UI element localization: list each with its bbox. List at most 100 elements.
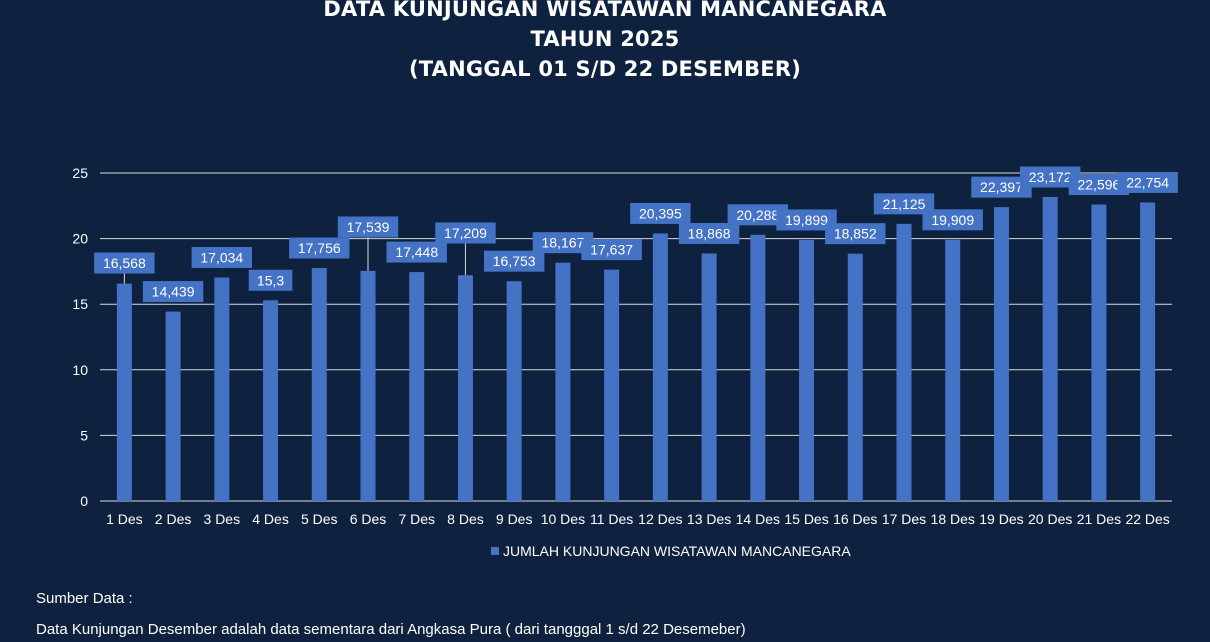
- x-tick-label: 10 Des: [541, 511, 585, 527]
- data-label-box: [1068, 174, 1130, 196]
- data-label-text: 17,209: [444, 225, 487, 241]
- data-label-box: [630, 202, 691, 224]
- data-label: 23,172: [1019, 166, 1081, 188]
- x-tick-label: 8 Des: [447, 511, 484, 527]
- bar-18-des: [945, 239, 961, 501]
- data-label: 17,539: [337, 216, 399, 238]
- data-label-text: 22,397: [980, 179, 1023, 195]
- source-label: Sumber Data :: [36, 590, 133, 607]
- y-tick-label: 20: [72, 231, 88, 247]
- x-tick-label: 4 Des: [252, 511, 289, 527]
- y-tick-label: 10: [72, 362, 88, 378]
- legend-swatch: [491, 547, 499, 555]
- bar-12-des: [652, 233, 668, 501]
- y-tick-label: 15: [72, 296, 88, 312]
- bar-16-des: [847, 253, 863, 501]
- data-label: 16,568: [94, 252, 155, 274]
- data-label: 17,209: [435, 222, 496, 244]
- data-label: 22,397: [971, 176, 1032, 198]
- data-label-box: [337, 216, 399, 238]
- data-label-box: [94, 252, 155, 274]
- data-label: 22,754: [1117, 171, 1178, 193]
- data-label: 16,753: [483, 250, 545, 272]
- data-label-box: [776, 209, 837, 231]
- bar-17-des: [896, 223, 912, 501]
- bar-21-des: [1091, 204, 1107, 502]
- bar-19-des: [993, 207, 1009, 501]
- data-label-box: [922, 209, 983, 231]
- legend-label: JUMLAH KUNJUNGAN WISATAWAN MANCANEGARA: [503, 543, 851, 559]
- data-label-text: 15,3: [257, 272, 284, 288]
- data-label-text: 19,909: [931, 212, 974, 228]
- data-label: 18,852: [825, 223, 886, 245]
- data-label-text: 17,539: [347, 219, 390, 235]
- x-tick-label: 22 Des: [1125, 511, 1169, 527]
- x-tick-label: 6 Des: [350, 511, 387, 527]
- bar-6-des: [360, 270, 376, 501]
- data-label-text: 18,167: [541, 235, 584, 251]
- data-label: 17,034: [191, 247, 253, 269]
- bar-20-des: [1042, 196, 1058, 502]
- data-label: 17,756: [289, 237, 350, 259]
- y-tick-label: 5: [80, 427, 88, 443]
- data-label-box: [532, 232, 594, 254]
- x-tick-label: 18 Des: [931, 511, 975, 527]
- data-label-text: 21,125: [883, 196, 926, 212]
- x-tick-label: 2 Des: [155, 511, 192, 527]
- data-label-box: [1117, 171, 1178, 193]
- data-label-text: 23,172: [1029, 169, 1072, 185]
- data-label: 20,395: [630, 202, 691, 224]
- data-label-box: [142, 281, 204, 303]
- legend: JUMLAH KUNJUNGAN WISATAWAN MANCANEGARA: [491, 543, 851, 559]
- x-tick-label: 1 Des: [106, 511, 143, 527]
- data-label-text: 16,568: [103, 255, 146, 271]
- title-line-2: TAHUN 2025: [530, 27, 680, 51]
- data-label-text: 16,753: [493, 253, 536, 269]
- data-label-box: [386, 241, 447, 263]
- data-label-text: 20,288: [736, 207, 779, 223]
- data-label-box: [727, 204, 789, 226]
- title-line-1: DATA KUNJUNGAN WISATAWAN MANCANEGARA: [323, 0, 887, 21]
- bar-2-des: [165, 311, 181, 501]
- data-label-box: [289, 237, 350, 259]
- source-note: Data Kunjungan Desember adalah data seme…: [36, 621, 746, 638]
- data-label-box: [435, 222, 496, 244]
- x-tick-label: 21 Des: [1077, 511, 1121, 527]
- y-tick-label: 0: [80, 493, 88, 509]
- x-tick-label: 16 Des: [833, 511, 877, 527]
- data-label: 18,868: [678, 222, 740, 244]
- data-label: 21,125: [873, 193, 935, 215]
- data-label-text: 20,395: [639, 205, 682, 221]
- bar-4-des: [263, 300, 279, 501]
- bar-8-des: [457, 275, 473, 501]
- x-tick-label: 9 Des: [496, 511, 533, 527]
- x-tick-label: 15 Des: [784, 511, 828, 527]
- x-tick-label: 7 Des: [398, 511, 435, 527]
- x-tick-label: 20 Des: [1028, 511, 1072, 527]
- data-label-text: 22,754: [1126, 174, 1169, 190]
- data-label-text: 17,637: [590, 242, 633, 258]
- data-label-text: 18,868: [688, 225, 731, 241]
- x-tick-label: 5 Des: [301, 511, 338, 527]
- bar-10-des: [555, 262, 571, 501]
- x-tick-label: 19 Des: [979, 511, 1023, 527]
- chart-title: DATA KUNJUNGAN WISATAWAN MANCANEGARA TAH…: [0, 0, 1210, 84]
- data-label: 17,637: [581, 239, 642, 261]
- x-tick-label: 12 Des: [638, 511, 682, 527]
- bar-7-des: [409, 272, 425, 501]
- data-label-text: 18,852: [834, 226, 877, 242]
- data-label: 19,909: [922, 209, 983, 231]
- data-label-box: [248, 269, 293, 291]
- data-label-box: [678, 222, 740, 244]
- data-label-box: [191, 247, 253, 269]
- x-tick-label: 11 Des: [590, 511, 633, 527]
- data-label-box: [483, 250, 545, 272]
- data-label-box: [1019, 166, 1081, 188]
- data-label-text: 14,439: [152, 284, 195, 300]
- data-label-text: 17,034: [200, 250, 243, 266]
- data-label-text: 22,596: [1077, 177, 1120, 193]
- bar-13-des: [701, 253, 717, 501]
- bar-3-des: [214, 277, 230, 501]
- bar-1-des: [116, 283, 132, 501]
